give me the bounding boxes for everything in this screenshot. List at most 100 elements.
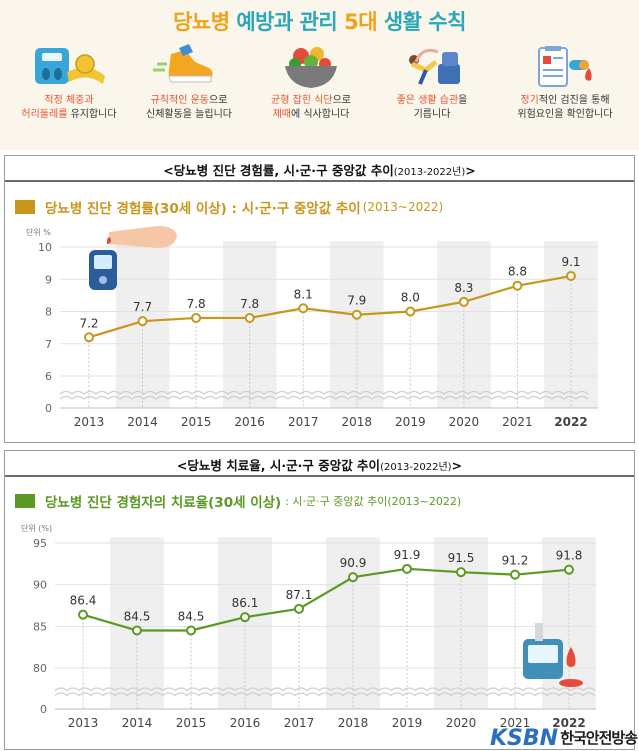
data-point	[298, 303, 309, 314]
data-point	[456, 567, 466, 578]
x-tick-label: 2015	[176, 716, 207, 730]
panel-diagnosis-rate: <당뇨병 진단 경험률, 시·군·구 중앙값 추이(2013-2022년)> 당…	[4, 155, 635, 443]
chart2-title: 당뇨병 진단 경험자의 치료율(30세 이상) : 시·군·구 중앙값 추이(2…	[15, 491, 461, 511]
data-point	[351, 309, 362, 320]
y-tick-label: 6	[45, 370, 52, 383]
data-label: 8.3	[454, 281, 473, 295]
data-point	[137, 316, 148, 327]
x-tick-label: 2016	[230, 716, 261, 730]
data-point	[186, 625, 196, 636]
data-label: 86.1	[232, 596, 259, 610]
data-label: 7.8	[187, 297, 206, 311]
x-tick-label: 2014	[127, 415, 158, 429]
column-band	[222, 241, 277, 408]
chart2-svg: 80 85 90 95 0 단위 (%) 86.4 84.5 84.5 86.1 87.1 90.9 9…	[21, 523, 596, 730]
scale-measure-icon	[35, 48, 105, 84]
ksbn-logo-icon: KSBN	[490, 726, 558, 749]
data-point	[402, 563, 412, 574]
data-label: 84.5	[178, 610, 205, 624]
broadcaster-logo: KSBN 한국안전방송	[490, 726, 638, 749]
x-tick-label: 2013	[74, 415, 105, 429]
data-point	[348, 572, 358, 583]
data-point	[84, 332, 94, 343]
data-point	[512, 280, 523, 291]
tip-diet: 균형 잡힌 식단으로 제때에 식사합니다	[256, 42, 366, 122]
data-point	[510, 569, 520, 580]
y-tick-label: 9	[45, 273, 52, 286]
y-unit-label: 단위 (%)	[21, 523, 52, 533]
panel2-separator	[5, 475, 634, 477]
x-tick-label: 2021	[502, 415, 533, 429]
x-tick-label: 2014	[122, 716, 153, 730]
data-label: 87.1	[286, 588, 313, 602]
data-point	[405, 306, 416, 317]
x-tick-label: 2021	[500, 716, 531, 730]
salad-bowl-icon	[285, 47, 337, 88]
panel2-heading: <당뇨병 치료율, 시·군·구 중앙값 추이(2013-2022년)>	[176, 458, 463, 473]
data-point	[240, 612, 250, 623]
axis-break	[59, 390, 589, 395]
x-tick-label: 2018	[342, 415, 373, 429]
banner-title: 당뇨병 예방과 관리 5대 생활 수칙	[173, 10, 466, 34]
plot-area: 6 7 8 9 10 0 단위 % 7.2 7.7 7.8 7.8 8.1 7.9 8.0 8.3 8.8 9.…	[26, 227, 598, 429]
data-label: 7.9	[347, 294, 366, 308]
x-tick-label: 2020	[449, 415, 480, 429]
data-label: 86.4	[70, 594, 97, 608]
data-point	[566, 271, 576, 282]
data-point	[294, 603, 304, 614]
data-point	[564, 564, 574, 575]
data-label: 8.1	[294, 287, 313, 301]
column-band	[437, 241, 491, 408]
banner: 당뇨병 예방과 관리 5대 생활 수칙 적정 체중과 허리둘레를 유지합니다	[0, 0, 639, 150]
y-tick-label: 85	[33, 620, 47, 633]
y-tick-label: 80	[33, 662, 47, 675]
tips-row: 적정 체중과 허리둘레를 유지합니다 규칙적인 운동으로 신체활동을 늘립니다	[0, 42, 639, 142]
plot-area: 80 85 90 95 0 단위 (%) 86.4 84.5 84.5 86.1 87.1 90.9 9…	[21, 523, 596, 730]
data-point	[132, 625, 142, 636]
chart2-legend-swatch	[15, 494, 35, 508]
x-tick-label: 2017	[284, 716, 315, 730]
x-tick-label: 2017	[288, 415, 319, 429]
data-label: 91.9	[394, 548, 421, 562]
svg-text:KSBN: KSBN	[490, 726, 558, 749]
x-tick-label: 2020	[446, 716, 477, 730]
glucose-meter-hand-icon	[89, 226, 177, 290]
series-line	[88, 274, 572, 339]
chart1-legend-swatch	[15, 200, 35, 214]
data-label: 7.7	[133, 300, 152, 314]
y-tick-label: 0	[40, 703, 47, 716]
stretching-woman-icon	[409, 48, 460, 85]
y-unit-label: 단위 %	[26, 227, 51, 237]
data-label: 7.8	[240, 297, 259, 311]
axis-break	[59, 395, 589, 400]
axis-break	[54, 687, 596, 692]
y-tick-label: 7	[45, 338, 52, 351]
running-shoe-icon	[153, 44, 213, 83]
tip-weight: 적정 체중과 허리둘레를 유지합니다	[14, 42, 124, 122]
data-label: 8.8	[508, 265, 527, 279]
data-point	[244, 312, 255, 323]
y-tick-label: 0	[45, 402, 52, 415]
x-tick-label: 2019	[392, 716, 423, 730]
data-label: 7.2	[79, 316, 98, 330]
y-tick-label: 90	[33, 579, 47, 592]
series-line	[82, 567, 570, 632]
data-label: 84.5	[124, 610, 151, 624]
glucose-meter-icon	[523, 623, 583, 687]
data-point	[191, 312, 202, 323]
data-label: 91.2	[502, 554, 529, 568]
axis-break	[54, 692, 596, 697]
data-label: 90.9	[340, 556, 367, 570]
x-tick-label: 2018	[338, 716, 369, 730]
data-point	[458, 296, 469, 307]
tip-checkup: 정기적인 검진을 통해 위험요인을 확인합니다	[510, 42, 620, 122]
panel1-heading: <당뇨병 진단 경험률, 시·군·구 중앙값 추이(2013-2022년)>	[163, 163, 476, 178]
x-tick-label: 2015	[181, 415, 212, 429]
medical-checkup-icon	[538, 46, 592, 87]
panel1-separator	[5, 180, 634, 182]
x-tick-label: 2016	[234, 415, 265, 429]
tip-habits: 좋은 생활 습관을 기릅니다	[377, 42, 487, 122]
data-label: 8.0	[401, 291, 420, 305]
data-label: 91.8	[556, 549, 583, 563]
y-tick-label: 8	[45, 306, 52, 319]
